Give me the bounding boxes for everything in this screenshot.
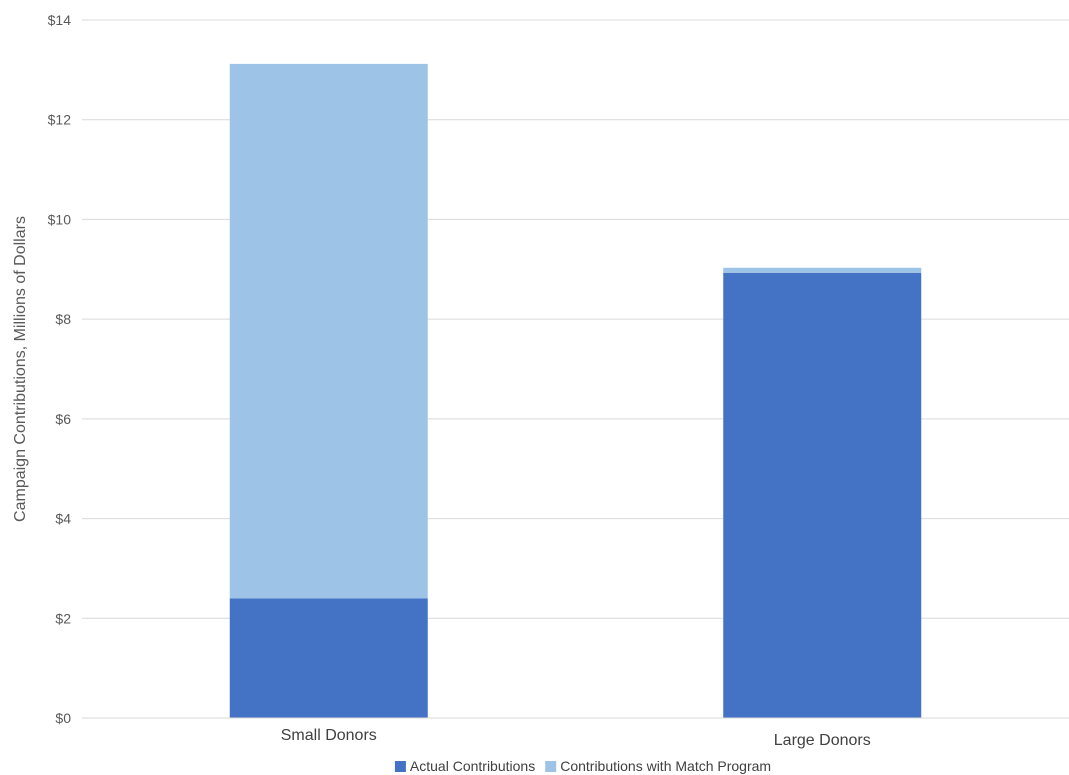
x-category-label: Large Donors <box>774 732 871 749</box>
legend-item: Actual Contributions <box>394 758 535 774</box>
y-axis-tick-labels: $0 $2 $4 $6 $8 $10 $12 $14 <box>48 12 72 726</box>
legend-swatch <box>545 761 557 772</box>
x-category-label: Small Donors <box>281 727 377 744</box>
y-tick-label: $0 <box>55 710 71 726</box>
y-axis-title: Campaign Contributions, Millions of Doll… <box>12 216 29 522</box>
y-tick-label: $2 <box>55 610 71 626</box>
y-tick-label: $10 <box>48 211 72 227</box>
legend-item: Contributions with Match Program <box>545 758 771 774</box>
y-tick-label: $12 <box>48 112 72 128</box>
bar-segment-match-0 <box>229 63 428 599</box>
bar-segment-actual-0 <box>229 598 428 718</box>
y-tick-label: $8 <box>55 311 71 327</box>
x-axis-category-labels: Small Donors Large Donors <box>281 727 871 749</box>
y-tick-label: $4 <box>55 511 71 527</box>
y-tick-label: $6 <box>55 411 71 427</box>
legend: Actual Contributions Contributions with M… <box>394 758 771 774</box>
legend-label: Actual Contributions <box>410 758 535 774</box>
legend-label: Contributions with Match Program <box>560 758 771 774</box>
y-tick-label: $14 <box>48 12 72 28</box>
bar-segment-actual-1 <box>723 272 922 718</box>
legend-swatch <box>394 761 406 772</box>
bars <box>229 63 922 718</box>
bar-segment-match-1 <box>723 267 922 273</box>
